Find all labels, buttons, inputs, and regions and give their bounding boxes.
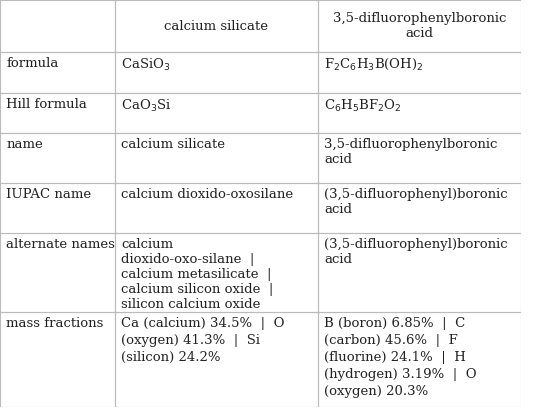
Text: CaSiO$_3$: CaSiO$_3$ [121,57,171,73]
Text: Hill formula: Hill formula [6,98,87,111]
Text: mass fractions: mass fractions [6,317,104,330]
Text: C$_6$H$_5$BF$_2$O$_2$: C$_6$H$_5$BF$_2$O$_2$ [324,98,402,114]
Text: 3,5-difluorophenylboronic
acid: 3,5-difluorophenylboronic acid [333,12,506,40]
Text: calcium dioxido-oxosilane: calcium dioxido-oxosilane [121,188,293,201]
Text: IUPAC name: IUPAC name [6,188,92,201]
Text: (3,5-difluorophenyl)boronic
acid: (3,5-difluorophenyl)boronic acid [324,238,508,266]
Text: (3,5-difluorophenyl)boronic
acid: (3,5-difluorophenyl)boronic acid [324,188,508,216]
Text: CaO$_3$Si: CaO$_3$Si [121,98,171,114]
Text: Ca (calcium) 34.5%  |  O
(oxygen) 41.3%  |  Si
(silicon) 24.2%: Ca (calcium) 34.5% | O (oxygen) 41.3% | … [121,317,284,364]
Text: calcium silicate: calcium silicate [164,20,268,33]
Text: 3,5-difluorophenylboronic
acid: 3,5-difluorophenylboronic acid [324,138,498,166]
Text: alternate names: alternate names [6,238,115,251]
Text: calcium silicate: calcium silicate [121,138,225,151]
Text: B (boron) 6.85%  |  C
(carbon) 45.6%  |  F
(fluorine) 24.1%  |  H
(hydrogen) 3.1: B (boron) 6.85% | C (carbon) 45.6% | F (… [324,317,477,398]
Text: F$_2$C$_6$H$_3$B(OH)$_2$: F$_2$C$_6$H$_3$B(OH)$_2$ [324,57,423,72]
Text: name: name [6,138,43,151]
Text: formula: formula [6,57,59,70]
Text: calcium
dioxido-oxo-silane  |
calcium metasilicate  |
calcium silicon oxide  |
s: calcium dioxido-oxo-silane | calcium met… [121,238,273,311]
